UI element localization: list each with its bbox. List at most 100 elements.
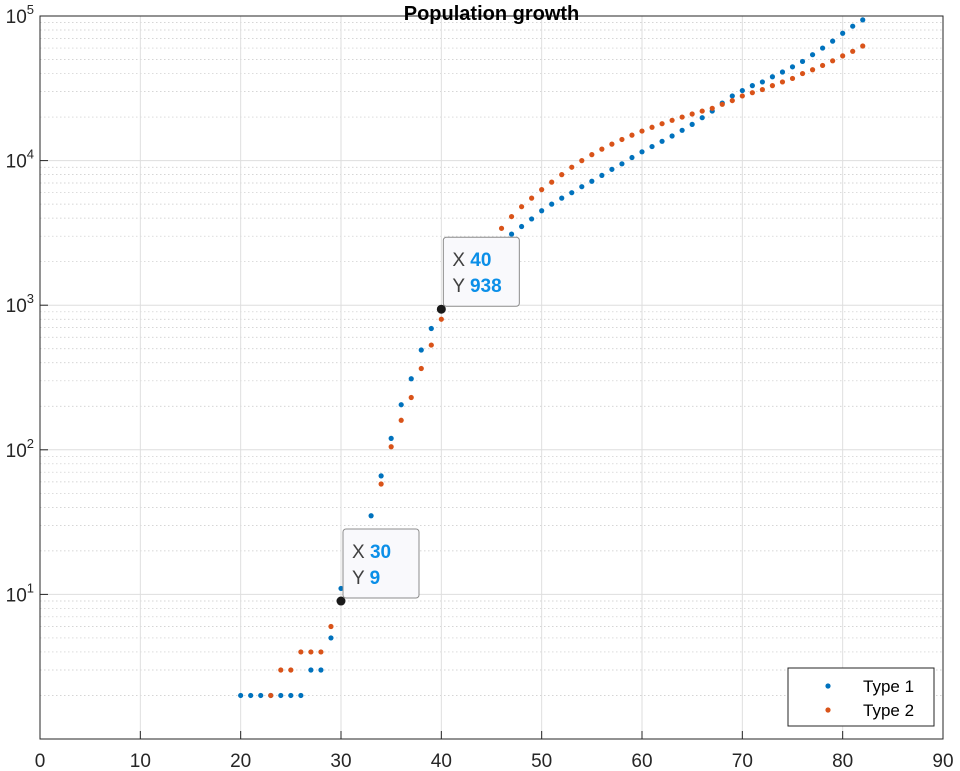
- legend-item[interactable]: Type 1: [825, 677, 914, 696]
- data-point[interactable]: [288, 692, 294, 699]
- data-point[interactable]: [639, 149, 645, 155]
- data-point[interactable]: [298, 692, 304, 699]
- data-point[interactable]: [659, 121, 665, 127]
- data-point[interactable]: [398, 417, 404, 423]
- datatip-marker[interactable]: [436, 304, 446, 314]
- data-point[interactable]: [318, 667, 324, 673]
- datatip-marker[interactable]: [336, 596, 346, 606]
- data-point[interactable]: [789, 64, 796, 70]
- data-point[interactable]: [569, 164, 575, 170]
- datatip-box[interactable]: [342, 528, 420, 599]
- legend-item[interactable]: Type 2: [825, 701, 914, 720]
- data-point[interactable]: [569, 190, 575, 196]
- data-point[interactable]: [529, 195, 535, 201]
- data-point[interactable]: [649, 124, 655, 130]
- data-point[interactable]: [799, 58, 806, 65]
- data-point[interactable]: [799, 70, 806, 77]
- data-point[interactable]: [850, 48, 856, 54]
- data-point[interactable]: [298, 649, 304, 655]
- data-point[interactable]: [809, 52, 816, 58]
- data-point[interactable]: [789, 75, 796, 82]
- data-point[interactable]: [559, 195, 565, 201]
- data-point[interactable]: [769, 74, 776, 80]
- data-point[interactable]: [318, 649, 324, 655]
- data-point[interactable]: [639, 128, 645, 134]
- data-point[interactable]: [860, 17, 866, 23]
- data-point[interactable]: [559, 172, 565, 178]
- data-point[interactable]: [709, 105, 715, 111]
- data-point[interactable]: [388, 435, 394, 441]
- data-point[interactable]: [288, 667, 294, 673]
- data-point[interactable]: [589, 152, 595, 158]
- data-point[interactable]: [418, 365, 424, 372]
- data-point[interactable]: [619, 136, 625, 143]
- data-point[interactable]: [248, 692, 254, 699]
- data-point[interactable]: [820, 45, 826, 51]
- data-point[interactable]: [669, 117, 675, 123]
- data-point[interactable]: [689, 121, 695, 127]
- data-point[interactable]: [508, 231, 515, 237]
- legend[interactable]: Type 1 Type 2: [787, 667, 935, 727]
- data-point[interactable]: [408, 376, 414, 382]
- data-point[interactable]: [238, 692, 244, 699]
- data-point[interactable]: [609, 166, 615, 172]
- data-point[interactable]: [579, 158, 585, 164]
- data-point[interactable]: [820, 62, 826, 69]
- data-point[interactable]: [759, 86, 766, 93]
- data-point[interactable]: [699, 115, 705, 121]
- data-point[interactable]: [519, 223, 525, 230]
- data-point[interactable]: [679, 127, 685, 133]
- data-point[interactable]: [699, 108, 705, 114]
- data-point[interactable]: [860, 43, 866, 49]
- data-point[interactable]: [428, 325, 434, 332]
- datatip-1[interactable]: X 40 Y 938: [436, 236, 520, 314]
- data-point[interactable]: [669, 133, 675, 139]
- data-point[interactable]: [749, 83, 755, 89]
- data-point[interactable]: [278, 667, 284, 673]
- data-point[interactable]: [428, 342, 434, 348]
- data-point[interactable]: [519, 204, 525, 210]
- data-point[interactable]: [539, 187, 545, 193]
- data-point[interactable]: [498, 225, 505, 231]
- data-point[interactable]: [398, 402, 404, 408]
- data-point[interactable]: [830, 58, 836, 64]
- data-point[interactable]: [378, 473, 384, 479]
- data-point[interactable]: [830, 38, 836, 44]
- data-point[interactable]: [809, 67, 816, 73]
- data-point[interactable]: [759, 79, 766, 85]
- data-point[interactable]: [779, 69, 786, 75]
- data-point[interactable]: [549, 201, 555, 207]
- data-point[interactable]: [258, 692, 264, 699]
- data-point[interactable]: [338, 585, 344, 592]
- data-point[interactable]: [619, 161, 625, 167]
- data-point[interactable]: [649, 143, 655, 150]
- data-point[interactable]: [840, 53, 846, 59]
- data-point[interactable]: [438, 316, 444, 322]
- data-point[interactable]: [840, 30, 846, 36]
- datatip-2[interactable]: X 30 Y 9: [336, 528, 420, 606]
- data-point[interactable]: [308, 649, 314, 655]
- data-point[interactable]: [378, 481, 384, 487]
- data-point[interactable]: [599, 146, 605, 152]
- data-point[interactable]: [278, 692, 284, 699]
- data-point[interactable]: [328, 635, 334, 641]
- data-point[interactable]: [408, 394, 414, 401]
- data-point[interactable]: [418, 347, 424, 353]
- data-point[interactable]: [850, 23, 856, 29]
- data-point[interactable]: [729, 93, 735, 99]
- data-point[interactable]: [579, 184, 585, 190]
- data-point[interactable]: [368, 513, 374, 519]
- data-point[interactable]: [308, 667, 314, 673]
- data-point[interactable]: [609, 141, 615, 147]
- data-point[interactable]: [529, 216, 535, 222]
- data-point[interactable]: [749, 90, 755, 96]
- data-point[interactable]: [508, 213, 515, 220]
- data-point[interactable]: [779, 79, 786, 85]
- data-point[interactable]: [629, 154, 635, 161]
- data-point[interactable]: [739, 93, 745, 99]
- data-point[interactable]: [679, 114, 685, 120]
- data-point[interactable]: [739, 87, 745, 94]
- datatip-box[interactable]: [442, 236, 520, 307]
- data-point[interactable]: [719, 101, 725, 107]
- data-point[interactable]: [589, 178, 595, 184]
